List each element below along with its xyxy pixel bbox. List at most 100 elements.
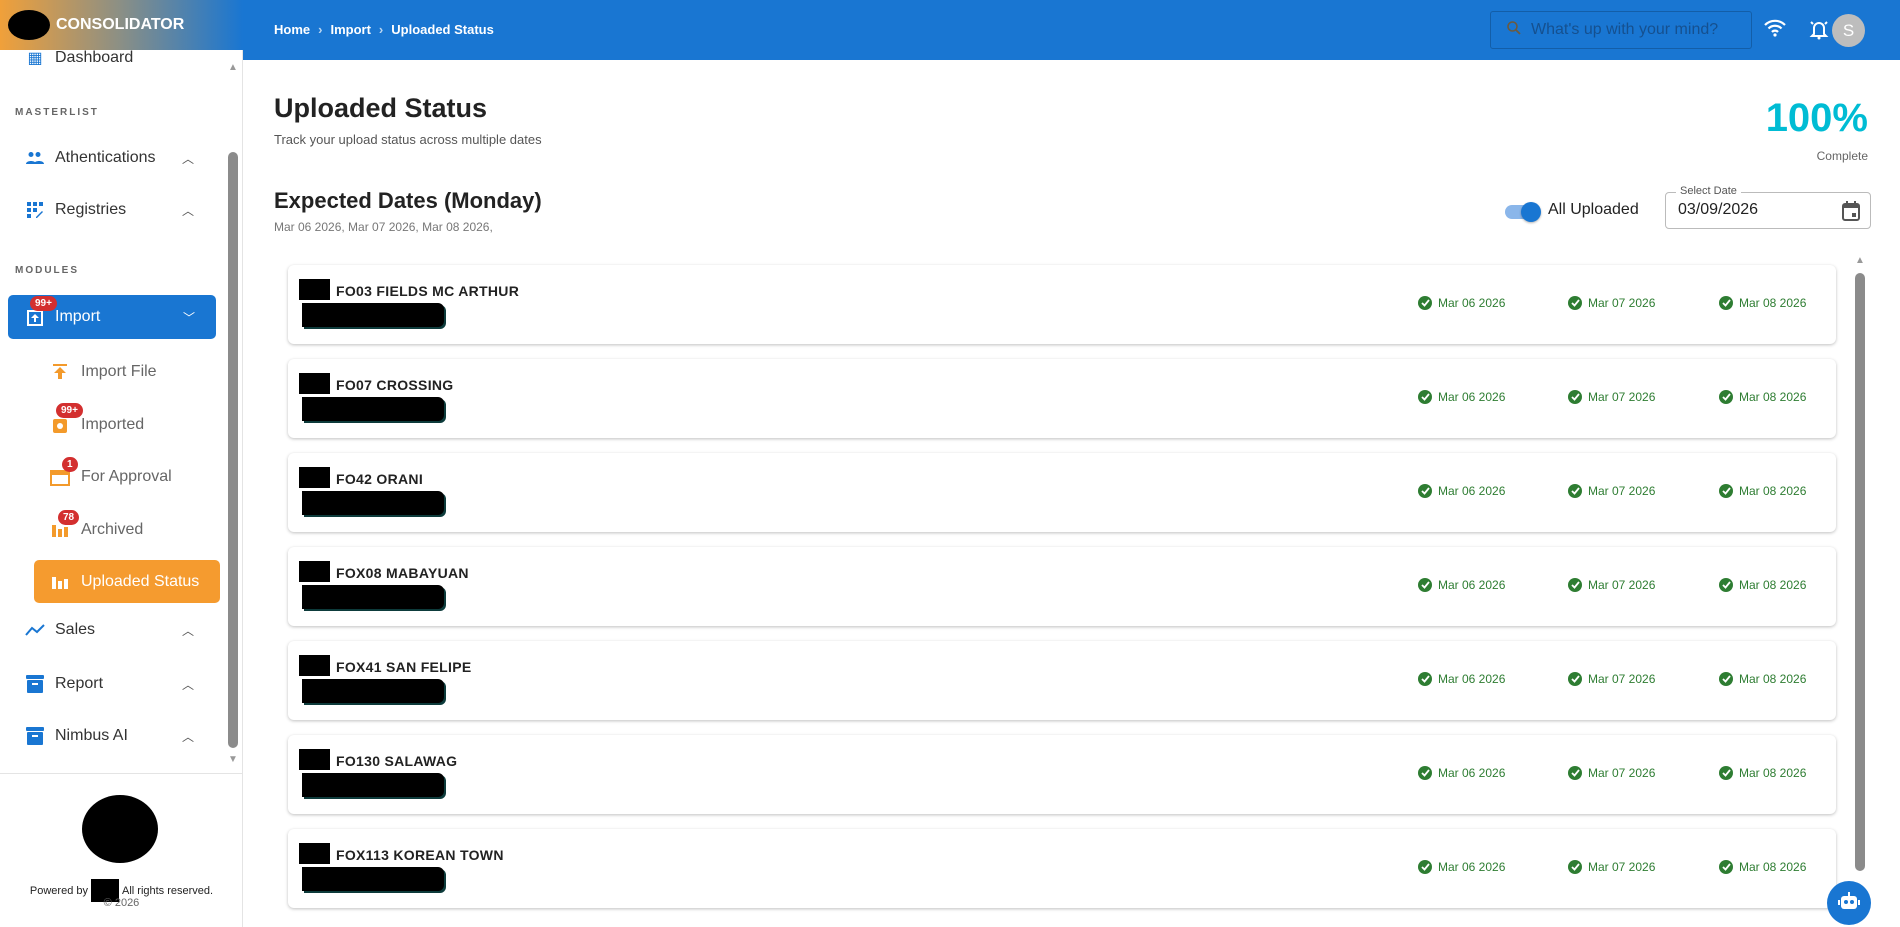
search-box[interactable] [1490, 11, 1752, 49]
redacted-block [302, 491, 444, 515]
upload-date: Mar 08 2026 [1739, 296, 1807, 310]
main-scrollbar[interactable]: ▲ [1855, 255, 1865, 875]
select-date-field[interactable]: Select Date [1665, 185, 1871, 229]
upload-date: Mar 06 2026 [1438, 296, 1506, 310]
branch-card[interactable]: FOX08 MABAYUAN Mar 06 2026 Mar 07 2026 Mar … [288, 547, 1836, 626]
scrollbar-thumb[interactable] [1855, 273, 1865, 871]
check-circle-icon [1418, 390, 1432, 404]
sidebar-item-archived[interactable]: 78 Archived [0, 510, 230, 550]
upload-date: Mar 06 2026 [1438, 766, 1506, 780]
sidebar-item-nimbus-ai[interactable]: Nimbus AI ︿ [0, 716, 230, 756]
upload-status: Mar 06 2026 [1418, 390, 1505, 404]
upload-status: Mar 07 2026 [1568, 484, 1655, 498]
page-title: Uploaded Status [274, 93, 488, 123]
app-logo[interactable] [8, 10, 50, 40]
breadcrumb-current: Uploaded Status [391, 22, 494, 37]
upload-date: Mar 08 2026 [1739, 390, 1807, 404]
check-circle-icon [1719, 766, 1733, 780]
upload-status: Mar 08 2026 [1719, 672, 1806, 686]
copyright: © 2026 [103, 897, 140, 909]
breadcrumb-import[interactable]: Import [330, 22, 371, 37]
upload-date: Mar 06 2026 [1438, 390, 1506, 404]
branch-name: FO130 SALAWAG [336, 753, 458, 769]
upload-status: Mar 06 2026 [1418, 860, 1505, 874]
page-subtitle: Track your upload status across multiple… [274, 132, 542, 147]
sidebar-item-import[interactable]: 99+ Import ﹀ [8, 295, 216, 339]
sidebar-item-registries[interactable]: Registries ︿ [0, 190, 230, 230]
sidebar-scrollbar[interactable]: ▲ ▼ [228, 62, 238, 770]
sidebar-item-for-approval[interactable]: 1 For Approval [0, 457, 230, 497]
grid-edit-icon [25, 200, 45, 220]
wifi-icon[interactable] [1764, 19, 1786, 42]
check-circle-icon [1719, 578, 1733, 592]
branch-card[interactable]: FO03 FIELDS MC ARTHUR Mar 06 2026 Mar 07 2… [288, 265, 1836, 344]
sidebar-item-imported[interactable]: 99+ Imported [0, 403, 230, 445]
upload-status: Mar 08 2026 [1719, 484, 1806, 498]
trending-icon [25, 620, 45, 640]
upload-date: Mar 08 2026 [1739, 672, 1807, 686]
chevron-down-icon: ﹀ [183, 310, 196, 325]
upload-status: Mar 06 2026 [1418, 296, 1505, 310]
check-circle-icon [1568, 390, 1582, 404]
sidebar-item-sales[interactable]: Sales ︿ [0, 610, 230, 650]
chatbot-button[interactable] [1827, 881, 1871, 925]
notification-bell-icon[interactable] [1808, 18, 1830, 45]
avatar[interactable]: S [1832, 14, 1865, 47]
branch-card[interactable]: FOX113 KOREAN TOWN Mar 06 2026 Mar 07 2026… [288, 829, 1836, 908]
check-circle-icon [1719, 672, 1733, 686]
upload-date: Mar 06 2026 [1438, 860, 1506, 874]
brand-bar: CONSOLIDATOR [0, 0, 243, 50]
upload-status: Mar 08 2026 [1719, 766, 1806, 780]
redacted-block [302, 867, 444, 891]
branch-name: FO42 ORANI [336, 471, 424, 487]
check-circle-icon [1418, 672, 1432, 686]
upload-status: Mar 06 2026 [1418, 578, 1505, 592]
search-input[interactable] [1531, 21, 1731, 39]
sidebar-item-athentications[interactable]: Athentications ︿ [0, 138, 230, 178]
footer-logo [82, 795, 158, 863]
upload-status: Mar 08 2026 [1719, 296, 1806, 310]
sidebar-item-report[interactable]: Report ︿ [0, 664, 230, 704]
check-circle-icon [1568, 484, 1582, 498]
chevron-up-icon: ︿ [182, 151, 195, 166]
upload-date: Mar 08 2026 [1739, 578, 1807, 592]
upload-date: Mar 08 2026 [1739, 484, 1807, 498]
scrollbar-thumb[interactable] [228, 152, 238, 748]
redacted-block [299, 749, 330, 770]
scroll-up-arrow[interactable]: ▲ [1855, 255, 1865, 266]
branch-card[interactable]: FOX41 SAN FELIPE Mar 06 2026 Mar 07 2026 Ma… [288, 641, 1836, 720]
sidebar-item-uploaded-status[interactable]: Uploaded Status [34, 560, 220, 603]
archive-icon [25, 674, 45, 694]
chevron-up-icon: ︿ [182, 203, 195, 218]
upload-status: Mar 08 2026 [1719, 578, 1806, 592]
sidebar-item-dashboard[interactable]: ▦ Dashboard [0, 38, 230, 78]
bar-chart-icon [50, 520, 70, 540]
divider [0, 773, 243, 774]
check-circle-icon [1568, 766, 1582, 780]
breadcrumb-home[interactable]: Home [274, 22, 311, 37]
upload-status: Mar 07 2026 [1568, 766, 1655, 780]
sidebar-item-import-file[interactable]: Import File [0, 352, 230, 392]
upload-status: Mar 06 2026 [1418, 766, 1505, 780]
branch-card[interactable]: FO42 ORANI Mar 06 2026 Mar 07 2026 Mar 08 2… [288, 453, 1836, 532]
redacted-block [299, 373, 330, 394]
upload-date: Mar 07 2026 [1588, 484, 1656, 498]
upload-date: Mar 06 2026 [1438, 578, 1506, 592]
app-name: CONSOLIDATOR [56, 16, 185, 33]
branch-card[interactable]: FO130 SALAWAG Mar 06 2026 Mar 07 2026 Mar 0… [288, 735, 1836, 814]
calendar-icon [50, 467, 70, 487]
scroll-up-arrow[interactable]: ▲ [228, 62, 238, 73]
redacted-block [302, 397, 444, 421]
search-icon [1507, 20, 1521, 40]
all-uploaded-toggle[interactable] [1505, 202, 1541, 222]
upload-status: Mar 07 2026 [1568, 672, 1655, 686]
branch-name: FOX08 MABAYUAN [336, 565, 469, 581]
redacted-block [299, 655, 330, 676]
calendar-icon[interactable] [1842, 201, 1860, 226]
scroll-down-arrow[interactable]: ▼ [228, 754, 238, 765]
check-circle-icon [1418, 296, 1432, 310]
date-input[interactable] [1678, 201, 1828, 219]
upload-box-icon [25, 307, 45, 327]
branch-card[interactable]: FO07 CROSSING Mar 06 2026 Mar 07 2026 Mar 0… [288, 359, 1836, 438]
inbox-icon [50, 415, 70, 435]
